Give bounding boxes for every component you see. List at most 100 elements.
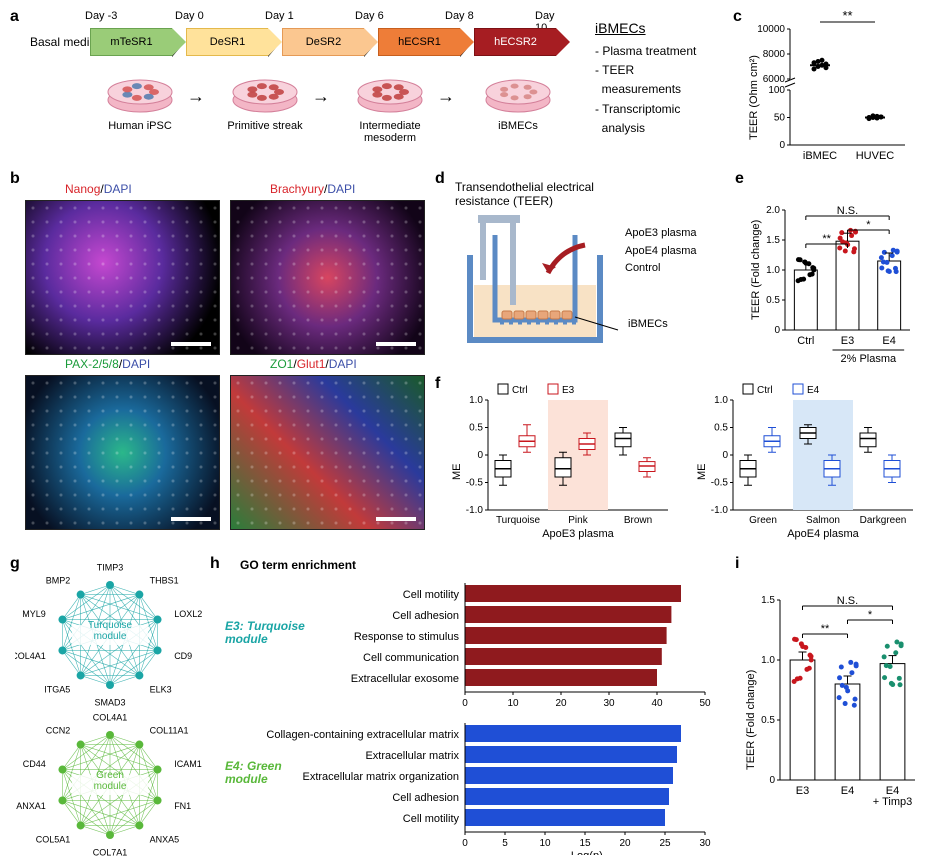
svg-text:HUVEC: HUVEC — [856, 150, 895, 162]
svg-text:COL4A1: COL4A1 — [93, 713, 128, 723]
panel-label-e: e — [735, 170, 744, 188]
svg-text:20: 20 — [555, 698, 567, 709]
svg-text:0.5: 0.5 — [761, 715, 775, 726]
panel-label-i: i — [735, 555, 739, 573]
svg-text:0: 0 — [769, 775, 775, 786]
svg-text:module: module — [225, 772, 268, 786]
panel-label-b: b — [10, 170, 20, 188]
dish: Intermediate mesoderm — [345, 70, 435, 144]
transwell-diagram — [450, 215, 620, 355]
svg-text:SMAD3: SMAD3 — [94, 698, 125, 708]
timeline-days: Day -3Day 0Day 1Day 6Day 8Day 10 — [85, 10, 565, 24]
svg-text:-1.0: -1.0 — [711, 505, 729, 516]
svg-text:-0.5: -0.5 — [711, 478, 729, 489]
svg-text:ITGA5: ITGA5 — [44, 685, 70, 695]
svg-text:E3: Turquoise: E3: Turquoise — [225, 619, 305, 633]
ibmecs-label: iBMECs — [628, 318, 668, 330]
svg-text:ANXA5: ANXA5 — [150, 835, 180, 845]
day-label: Day 1 — [265, 10, 294, 22]
day-label: Day -3 — [85, 10, 117, 22]
microscopy-label: PAX-2/5/8/DAPI — [65, 357, 150, 371]
svg-text:ME: ME — [451, 464, 463, 481]
svg-text:0.5: 0.5 — [714, 423, 728, 434]
svg-text:100: 100 — [768, 85, 785, 96]
svg-text:BMP2: BMP2 — [46, 575, 71, 585]
svg-text:Cell adhesion: Cell adhesion — [392, 792, 459, 804]
svg-text:10: 10 — [539, 838, 551, 849]
ibmecs-title: iBMECs — [595, 20, 646, 36]
svg-text:module: module — [94, 781, 127, 792]
network-green: COL4A1COL11A1ICAM1FN1ANXA5COL7A1COL5A1AN… — [15, 710, 205, 860]
day-label: Day 0 — [175, 10, 204, 22]
svg-text:CD44: CD44 — [23, 759, 46, 769]
svg-text:LOXL2: LOXL2 — [174, 609, 202, 619]
stage-arrow: DeSR2 — [282, 28, 364, 56]
svg-text:Ctrl: Ctrl — [757, 385, 773, 396]
stage-arrow: hECSR1 — [378, 28, 460, 56]
svg-text:Cell motility: Cell motility — [403, 813, 460, 825]
svg-text:0: 0 — [477, 450, 483, 461]
svg-text:50: 50 — [699, 698, 711, 709]
chart-e-bars: 00.51.01.52.0TEER (Fold change)CtrlE3E4N… — [745, 175, 925, 370]
microscopy-image — [25, 200, 220, 355]
svg-text:E4: E4 — [841, 785, 854, 797]
dish: Primitive streak — [220, 70, 310, 132]
chart-f-left: -1.0-0.500.51.0METurquoisePinkBrownApoE3… — [450, 380, 685, 545]
svg-text:ApoE3 plasma: ApoE3 plasma — [542, 528, 614, 540]
plasma-labels: ApoE3 plasmaApoE4 plasmaControl — [625, 225, 697, 278]
svg-text:Extracellular matrix: Extracellular matrix — [365, 750, 459, 762]
svg-text:TEER (Fold change): TEER (Fold change) — [745, 670, 757, 770]
svg-text:E3: E3 — [841, 335, 854, 347]
svg-text:E3: E3 — [562, 385, 575, 396]
svg-text:ICAM1: ICAM1 — [174, 759, 202, 769]
svg-text:Green: Green — [96, 770, 124, 781]
svg-text:COL5A1: COL5A1 — [36, 835, 71, 845]
svg-text:1.0: 1.0 — [714, 395, 728, 406]
panel-label-f: f — [435, 375, 440, 393]
svg-text:Cell motility: Cell motility — [403, 589, 460, 601]
svg-text:CD9: CD9 — [174, 651, 192, 661]
stage-arrow: DeSR1 — [186, 28, 268, 56]
svg-text:iBMEC: iBMEC — [803, 150, 837, 162]
svg-text:module: module — [225, 632, 268, 646]
svg-text:0: 0 — [722, 450, 728, 461]
svg-text:Collagen-containing extracellu: Collagen-containing extracellular matrix — [266, 729, 459, 741]
svg-text:50: 50 — [774, 113, 786, 124]
svg-text:Darkgreen: Darkgreen — [860, 515, 907, 526]
panel-label-a: a — [10, 8, 19, 26]
svg-text:10000: 10000 — [757, 24, 785, 35]
bullet: - Plasma treatment — [595, 42, 696, 61]
chart-f-right: -1.0-0.500.51.0MEGreenSalmonDarkgreenApo… — [695, 380, 925, 545]
microscopy-label: Nanog/DAPI — [65, 182, 132, 196]
svg-text:Turquoise: Turquoise — [496, 515, 541, 526]
ibmecs-bullets: - Plasma treatment- TEER measurements- T… — [595, 42, 696, 138]
svg-text:Response to stimulus: Response to stimulus — [354, 631, 460, 643]
svg-text:N.S.: N.S. — [837, 595, 858, 607]
microscopy-label: ZO1/Glut1/DAPI — [270, 357, 357, 371]
day-label: Day 8 — [445, 10, 474, 22]
timeline-dishes: Human iPSC→Primitive streak→Intermediate… — [95, 70, 565, 160]
svg-text:2.0: 2.0 — [766, 205, 780, 216]
svg-text:0.5: 0.5 — [766, 295, 780, 306]
svg-text:ELK3: ELK3 — [150, 685, 172, 695]
svg-text:8000: 8000 — [763, 49, 786, 60]
svg-text:0.5: 0.5 — [469, 423, 483, 434]
svg-text:Ctrl: Ctrl — [797, 335, 814, 347]
svg-text:0: 0 — [462, 838, 468, 849]
svg-text:TIMP3: TIMP3 — [97, 563, 124, 573]
svg-text:COL7A1: COL7A1 — [93, 848, 128, 858]
svg-text:N.S.: N.S. — [837, 205, 858, 217]
svg-text:ApoE4 plasma: ApoE4 plasma — [787, 528, 859, 540]
svg-text:CCN2: CCN2 — [46, 725, 71, 735]
svg-text:Salmon: Salmon — [806, 515, 840, 526]
svg-text:1.0: 1.0 — [469, 395, 483, 406]
svg-text:Cell adhesion: Cell adhesion — [392, 610, 459, 622]
svg-text:Ctrl: Ctrl — [512, 385, 528, 396]
svg-text:*: * — [866, 219, 871, 231]
svg-text:MYL9: MYL9 — [22, 609, 46, 619]
chart-h-top: Cell motility Cell adhesion Response to st… — [215, 575, 725, 710]
microscopy-label: Brachyury/DAPI — [270, 182, 355, 196]
plasma-label: Control — [625, 260, 697, 278]
svg-text:THBS1: THBS1 — [150, 575, 179, 585]
svg-text:30: 30 — [699, 838, 711, 849]
